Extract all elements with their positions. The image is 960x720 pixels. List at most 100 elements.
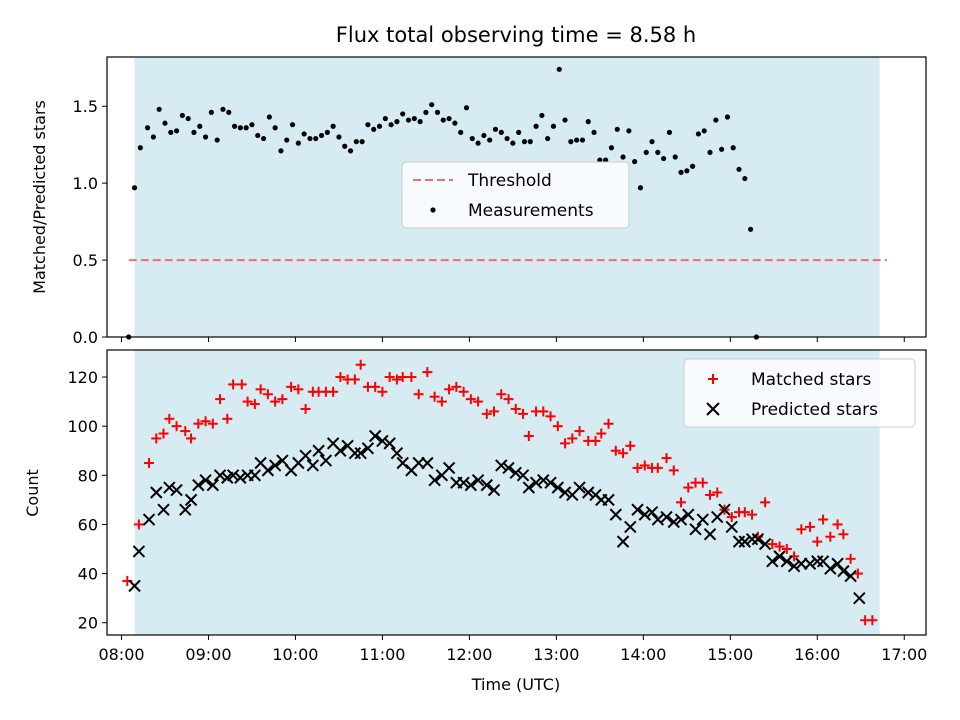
predicted-star-marker-b	[696, 513, 709, 526]
measurement-point	[475, 140, 481, 146]
predicted-star-marker-b	[551, 481, 565, 494]
predicted-star-marker-b	[334, 444, 347, 457]
measurement-point	[719, 146, 725, 152]
predicted-star-marker	[745, 532, 759, 546]
bottom-x-tick-label: 10:00	[272, 645, 318, 664]
matched-star-marker	[805, 521, 816, 532]
measurement-point	[637, 185, 644, 191]
matched-star-marker	[610, 445, 621, 456]
predicted-star-marker	[306, 459, 320, 472]
predicted-star-marker	[811, 555, 824, 568]
bottom-y-axis-label: Count	[23, 469, 42, 517]
measurement-point	[492, 126, 499, 132]
predicted-star-marker-b	[811, 555, 824, 568]
x-axis-label: Time (UTC)	[471, 675, 560, 694]
measurement-point	[695, 131, 702, 137]
predicted-star-marker	[667, 515, 680, 529]
matched-star-marker	[171, 421, 182, 432]
predicted-star-marker-b	[502, 461, 515, 475]
measurement-point	[661, 155, 667, 162]
predicted-star-marker	[248, 469, 262, 482]
predicted-star-marker-b	[341, 439, 354, 453]
predicted-star-marker	[516, 469, 530, 482]
matched-star-marker	[545, 411, 556, 422]
predicted-star-marker-b	[544, 476, 557, 489]
matched-star-marker	[193, 418, 204, 429]
matched-star-marker	[391, 374, 402, 385]
bottom-x-tick-label: 08:00	[98, 645, 144, 664]
predicted-star-marker-b	[638, 508, 651, 521]
predicted-star-marker	[128, 579, 141, 593]
measurement-point	[655, 149, 661, 155]
measurement-point	[504, 135, 510, 142]
measurement-point	[730, 145, 736, 151]
matched-star-marker	[355, 359, 366, 370]
measurement-point	[446, 115, 452, 122]
bottom-legend-box	[683, 358, 916, 428]
predicted-star-marker	[464, 478, 478, 492]
measurement-point	[365, 122, 371, 128]
predicted-star-marker-b	[738, 535, 752, 548]
measurement-point	[423, 109, 429, 115]
predicted-star-marker	[509, 466, 522, 480]
predicted-star-marker	[299, 449, 312, 462]
matched-star-marker	[444, 384, 455, 395]
predicted-star-marker-b	[631, 503, 644, 516]
measurement-point	[626, 128, 632, 134]
measurement-point	[150, 134, 156, 140]
legend-predicted-label: Predicted stars	[751, 400, 878, 420]
bottom-plot-frame	[106, 349, 927, 636]
top-y-tick-label: 0.0	[73, 328, 98, 347]
top-y-axis: 0.0 0.5 1.0 1.5	[73, 97, 107, 347]
bottom-x-tick-label: 14:00	[620, 645, 666, 664]
bottom-y-tick-label: 100	[67, 417, 98, 436]
predicted-star-marker-b	[682, 508, 695, 521]
measurement-point	[137, 145, 143, 151]
predicted-star-marker	[213, 469, 227, 482]
predicted-star-marker	[206, 478, 220, 492]
measurement-point	[179, 112, 185, 119]
matched-star-marker	[705, 489, 716, 500]
measurement-point	[463, 105, 470, 111]
measurement-point	[707, 149, 713, 155]
predicted-star-marker-b	[529, 476, 543, 489]
measurement-point	[255, 132, 261, 139]
predicted-star-marker-b	[495, 459, 508, 472]
measurement-point	[289, 122, 296, 128]
measurement-point	[144, 125, 151, 131]
predicted-star-marker	[844, 569, 857, 583]
predicted-star-marker	[471, 474, 485, 487]
matched-star-marker	[632, 462, 643, 473]
matched-star-marker	[812, 536, 823, 547]
measurement-point	[458, 129, 464, 135]
measurement-point	[481, 132, 487, 139]
predicted-star-marker-b	[816, 555, 830, 568]
predicted-star-marker	[703, 528, 717, 541]
bottom-x-tick-label: 16:00	[794, 645, 840, 664]
predicted-star-marker-b	[471, 474, 485, 487]
matched-star-marker	[523, 430, 534, 441]
predicted-star-marker-b	[299, 449, 312, 462]
predicted-star-marker-b	[509, 466, 522, 480]
predicted-star-marker	[609, 508, 623, 521]
predicted-star-marker	[651, 513, 665, 526]
measurement-point	[562, 117, 568, 123]
matched-star-marker	[207, 418, 218, 429]
top-legend-box	[401, 161, 630, 229]
measurement-point	[394, 119, 400, 125]
measurement-point	[162, 120, 168, 126]
measurement-point	[284, 137, 290, 143]
matched-star-marker	[668, 465, 679, 476]
chart-title: Flux total observing time = 8.58 h	[336, 23, 696, 47]
measurement-point	[666, 129, 673, 135]
measurement-point	[429, 102, 435, 108]
predicted-star-marker-b	[383, 437, 396, 450]
measurement-point	[556, 66, 562, 72]
matched-star-marker	[300, 403, 311, 414]
predicted-star-marker-b	[803, 557, 817, 570]
predicted-star-marker	[616, 535, 630, 548]
predicted-star-marker	[725, 520, 738, 534]
matched-star-marker	[574, 426, 585, 437]
predicted-star-marker	[758, 537, 772, 551]
predicted-star-marker	[199, 474, 212, 487]
